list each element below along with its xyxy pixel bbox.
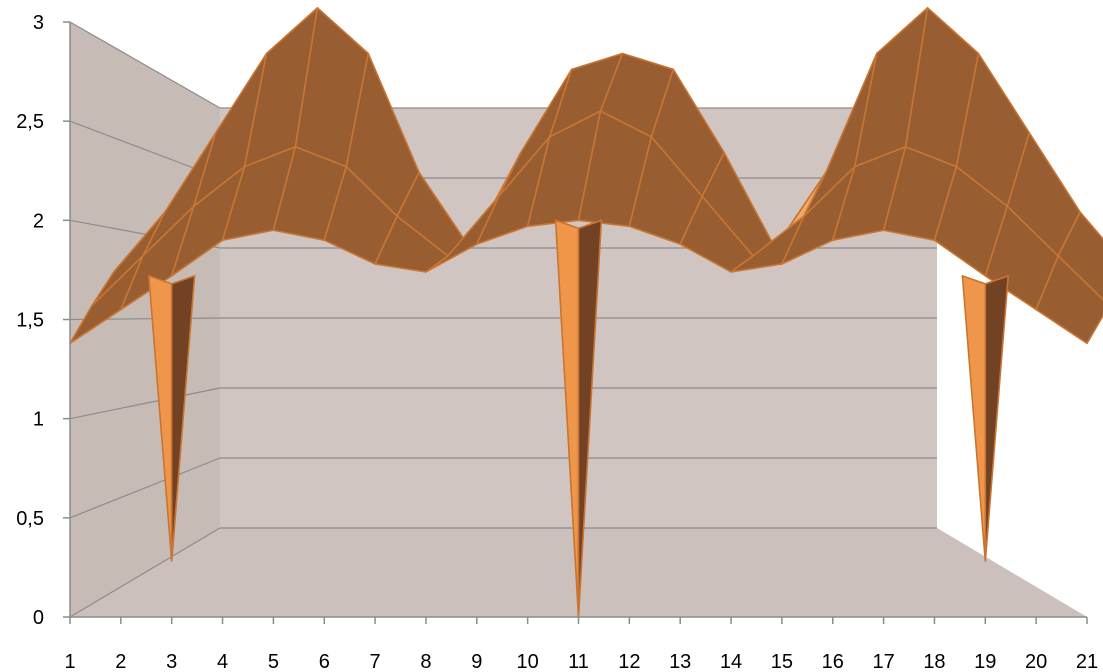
side-gridline: [69, 387, 221, 420]
side-gridline: [69, 527, 221, 618]
side-gridline: [69, 21, 221, 109]
y-tick-label: 1: [33, 409, 44, 431]
x-tick-label: 20: [1025, 651, 1047, 672]
side-gridline: [69, 457, 221, 519]
x-tick-label: 1: [64, 651, 75, 672]
surface-plot: [69, 7, 1103, 618]
x-tick-label: 19: [974, 651, 996, 672]
x-tick-label: 11: [568, 651, 589, 672]
y-tick-label: 0: [33, 607, 44, 629]
x-tick-label: 21: [1076, 651, 1098, 672]
x-tick-label: 3: [166, 651, 177, 672]
y-tick-label: 0,5: [16, 508, 44, 530]
y-tick-label: 3: [33, 12, 44, 34]
x-tick-label: 13: [669, 651, 691, 672]
x-tick-label: 16: [822, 651, 844, 672]
x-tick-label: 12: [618, 651, 640, 672]
x-tick-label: 14: [720, 651, 742, 672]
side-wall: [70, 22, 220, 617]
axes: [63, 21, 1088, 624]
x-tick-label: 10: [517, 651, 539, 672]
y-tick-label: 2,5: [16, 111, 44, 133]
y-tick-label: 1,5: [16, 310, 44, 332]
x-tick-label: 15: [771, 651, 793, 672]
x-axis-tick-labels: 1 2 3 4 5 6 7 8 9 10 11 12 13 14 15 16 17 18 19 20 21: [64, 651, 1098, 672]
x-tick-label: 6: [319, 651, 330, 672]
x-tick-label: 18: [923, 651, 945, 672]
x-tick-label: 4: [217, 651, 228, 672]
spike-dark-face: [577, 219, 603, 618]
x-tick-label: 7: [370, 651, 381, 672]
x-tick-label: 8: [420, 651, 431, 672]
spike-light-face: [961, 274, 987, 562]
x-tick-label: 17: [872, 651, 894, 672]
surface-patch: [1035, 255, 1103, 345]
y-axis-tick-labels: 0 0,5 1 1,5 2 2,5 3: [16, 12, 44, 629]
x-tick-label: 9: [471, 651, 482, 672]
x-tick-label: 5: [268, 651, 279, 672]
spike-dark-face: [984, 274, 1010, 562]
x-tick-label: 2: [115, 651, 126, 672]
y-tick-label: 2: [33, 210, 44, 232]
spike-dark-face: [170, 274, 196, 562]
